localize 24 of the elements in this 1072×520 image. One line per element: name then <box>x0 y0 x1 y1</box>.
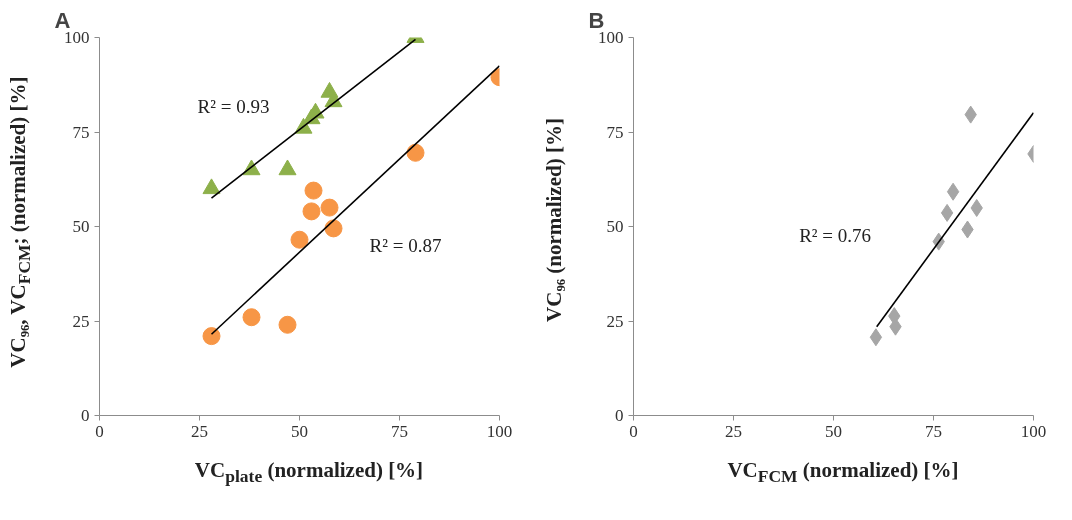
annotation: R² = 0.76 <box>799 225 872 247</box>
annotation: R² = 0.93 <box>197 96 270 118</box>
x-tick-label: 75 <box>391 421 408 441</box>
x-tick-label: 100 <box>1020 421 1047 441</box>
x-tick-label: 75 <box>925 421 942 441</box>
x-tick-label: 25 <box>725 421 742 441</box>
x-tick-label: 0 <box>629 421 638 441</box>
y-tick-label: 75 <box>72 122 90 142</box>
y-tick-label: 0 <box>615 406 624 425</box>
x-axis-title: VC$_{plate}$ (normalized) [%] <box>194 457 424 489</box>
x-tick-label: 100 <box>486 421 513 441</box>
annotation: R² = 0.87 <box>369 234 442 256</box>
y-tick-label: 0 <box>81 406 90 425</box>
x-tick-label: 25 <box>191 421 208 441</box>
x-axis-title: VC$_{FCM}$ (normalized) [%] <box>727 457 959 489</box>
x-tick-label: 50 <box>825 421 842 441</box>
y-tick-label: 50 <box>606 217 624 236</box>
x-tick-label: 50 <box>291 421 308 441</box>
y-tick-label: 75 <box>606 122 624 142</box>
y-tick-label: 50 <box>72 217 90 236</box>
y-axis-title: VC₉₆ (normalized) [%] <box>541 118 567 322</box>
x-tick-label: 0 <box>95 421 104 441</box>
y-tick-label: 25 <box>72 311 90 331</box>
y-tick-label: 25 <box>606 311 624 331</box>
